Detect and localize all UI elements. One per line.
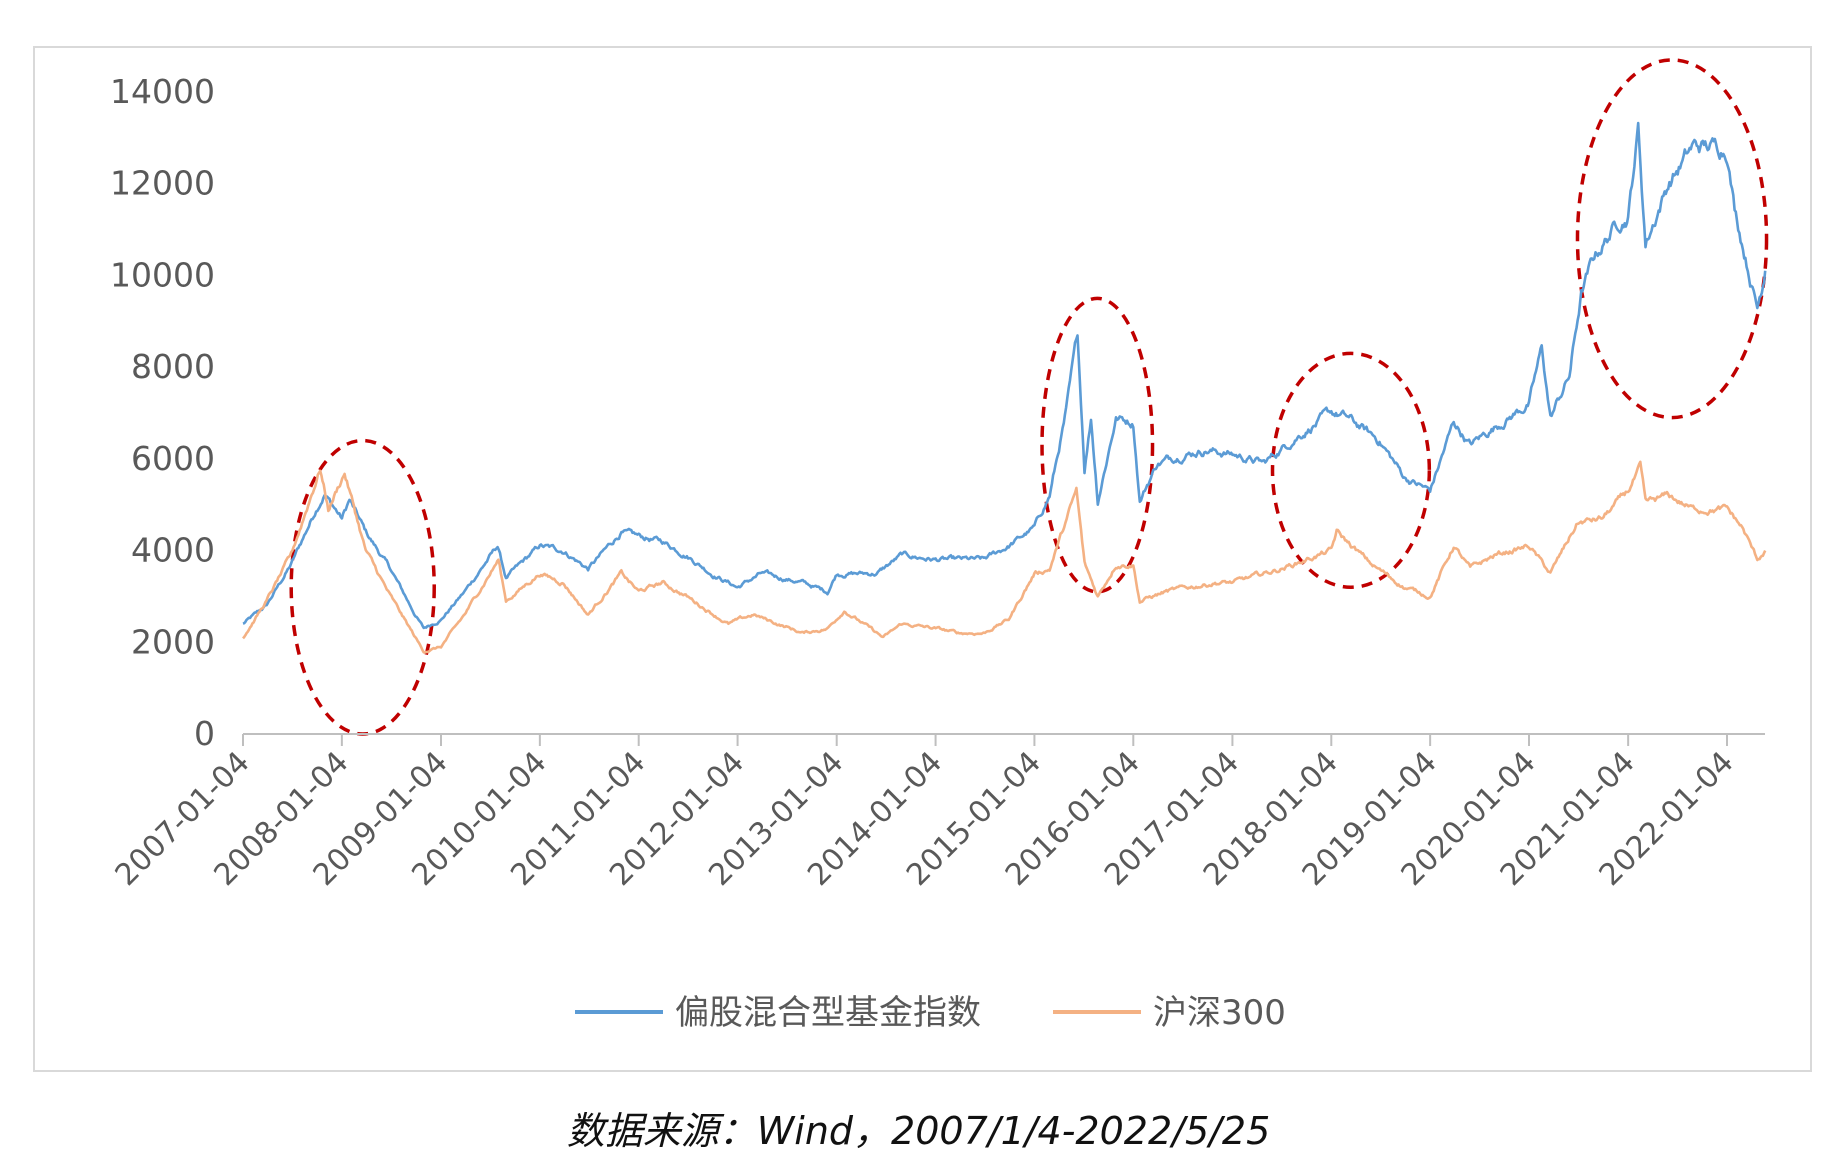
highlight-ellipse-1 xyxy=(1040,296,1155,594)
y-tick-label: 0 xyxy=(194,714,215,753)
legend-label-0: 偏股混合型基金指数 xyxy=(675,993,981,1033)
legend-label-1: 沪深300 xyxy=(1153,993,1286,1033)
axes: 020004000600080001000012000140002007-01-… xyxy=(109,72,1765,893)
y-tick-label: 2000 xyxy=(131,622,215,661)
series-line-1 xyxy=(242,460,1767,654)
highlight-ellipse-3 xyxy=(1575,58,1769,420)
highlight-ellipse-0 xyxy=(289,438,436,736)
legend: 偏股混合型基金指数 沪深300 xyxy=(575,993,1286,1033)
highlight-ellipses xyxy=(289,58,1769,736)
series-line-0 xyxy=(242,121,1767,630)
source-note: 数据来源：Wind，2007/1/4-2022/5/25 xyxy=(566,1109,1271,1153)
line-chart: 020004000600080001000012000140002007-01-… xyxy=(109,58,1769,1033)
y-tick-label: 6000 xyxy=(131,439,215,478)
series-lines xyxy=(242,121,1767,654)
y-tick-label: 10000 xyxy=(110,255,215,294)
y-tick-label: 8000 xyxy=(131,347,215,386)
highlight-ellipse-2 xyxy=(1270,351,1432,590)
y-tick-label: 4000 xyxy=(131,531,215,570)
y-tick-label: 14000 xyxy=(110,72,215,111)
y-tick-label: 12000 xyxy=(110,164,215,203)
